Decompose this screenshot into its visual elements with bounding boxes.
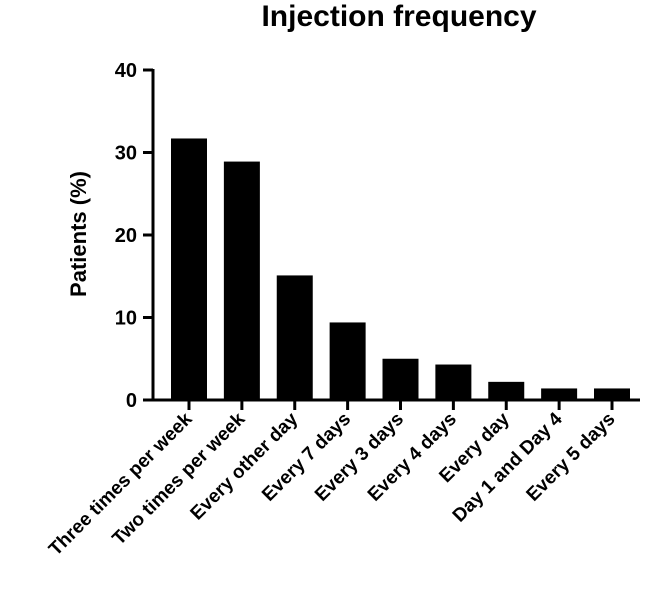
y-ticks-group: 0 10 20 30 40 [115,60,153,412]
bar-1 [171,138,207,400]
bar-5 [382,358,419,400]
bar-7 [488,381,525,400]
bar-8 [541,388,578,400]
y-tick-label: 10 [115,308,137,330]
bar-6 [435,364,472,400]
y-tick-label: 40 [115,60,137,82]
chart-title: Injection frequency [261,0,536,33]
y-tick-label: 20 [115,225,137,247]
bar-3 [276,275,313,400]
y-axis-label: Patients (%) [66,171,91,297]
y-tick-label: 0 [126,390,137,412]
y-tick-label: 30 [115,143,137,165]
bar-2 [223,161,260,400]
bars-group [171,138,630,400]
bar-4 [329,322,366,400]
bar-9 [594,388,630,400]
